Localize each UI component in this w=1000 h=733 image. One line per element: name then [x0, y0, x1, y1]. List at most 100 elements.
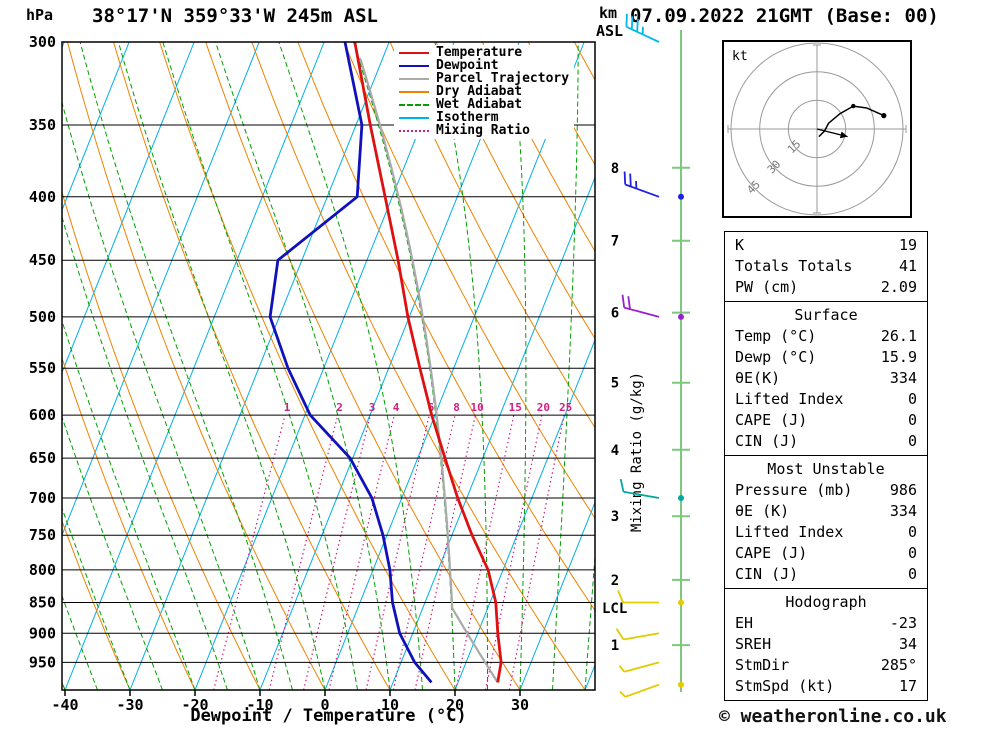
km-tick-label: 6: [611, 306, 619, 322]
metric-value: 19: [898, 236, 917, 254]
metric-value: 17: [898, 677, 917, 695]
svg-text:500: 500: [29, 308, 56, 326]
metric-label: CIN (J): [735, 432, 799, 450]
svg-text:550: 550: [29, 359, 56, 377]
metric-value: 15.9: [880, 348, 917, 366]
metric-row: CIN (J) 0: [725, 564, 927, 585]
pressure-axis-labels: 300 350 400 450 500 550 600 650 700 750 800 850 900 9…: [29, 33, 56, 671]
table-header: Surface: [794, 306, 858, 324]
info-table-surface: Surface Temp (°C) 26.1 Dewp (°C) 15.9 θE(K) 33…: [724, 301, 928, 456]
station-title: 38°17'N 359°33'W 245m ASL: [92, 5, 378, 27]
legend-item-parcel-trajectory: Parcel Trajectory: [399, 72, 569, 85]
svg-text:10: 10: [381, 696, 399, 714]
svg-text:600: 600: [29, 406, 56, 424]
dry-adiabat-line: [615, 33, 700, 690]
metric-label: StmDir: [735, 656, 790, 674]
svg-text:-30: -30: [116, 696, 143, 714]
run-datetime: 07.09.2022 21GMT (Base: 00): [630, 5, 939, 27]
svg-text:400: 400: [29, 188, 56, 206]
copyright: © weatheronline.co.uk: [719, 706, 947, 727]
legend-label: Parcel Trajectory: [436, 71, 570, 86]
svg-text:800: 800: [29, 561, 56, 579]
wet-adiabat-line: [62, 415, 163, 690]
isotherm-line: [454, 338, 595, 690]
metric-label: Lifted Index: [735, 523, 844, 541]
metric-row: EH -23: [725, 613, 927, 634]
metric-label: CAPE (J): [735, 411, 808, 429]
hodograph-ring: [759, 71, 875, 187]
metric-value: 986: [889, 481, 917, 499]
legend-item-dry-adiabat: Dry Adiabat: [399, 85, 569, 98]
metric-label: θE (K): [735, 502, 790, 520]
svg-text:350: 350: [29, 116, 56, 134]
wet-adiabat-line: [552, 42, 579, 690]
km-tick-label: 8: [611, 161, 619, 177]
svg-text:300: 300: [29, 33, 56, 51]
metric-row: StmDir 285°: [725, 655, 927, 676]
dry-adiabat-line: [435, 42, 595, 340]
dry-adiabat-line: [62, 190, 261, 690]
metric-label: EH: [735, 614, 754, 632]
km-tick-label: 1: [611, 638, 619, 654]
metric-value: 0: [907, 523, 917, 541]
svg-text:-10: -10: [246, 696, 273, 714]
info-table-most-unstable: Most Unstable Pressure (mb) 986 θE (K) 334 Li…: [724, 455, 928, 589]
chart-border: [61, 41, 596, 691]
info-table-indices: K 19 Totals Totals 41 PW (cm) 2.09: [724, 231, 928, 302]
pressure-gridlines: [62, 41, 595, 663]
svg-text:25: 25: [559, 401, 572, 414]
mixing-ratio-line: [213, 414, 286, 690]
wind-level-dot: [678, 599, 684, 606]
mixing-ratio-axis-label: Mixing Ratio (g/kg): [629, 372, 645, 532]
svg-text:-40: -40: [51, 696, 78, 714]
metric-row: θE (K) 334: [725, 501, 927, 522]
isotherm-line: [62, 42, 260, 537]
legend-line-sample: [399, 90, 429, 93]
dry-adiabat-line: [62, 356, 196, 690]
wind-barb-staff: [623, 632, 660, 641]
svg-text:10: 10: [470, 401, 483, 414]
hodograph-ring: [730, 42, 904, 216]
metric-row: CAPE (J) 0: [725, 543, 927, 564]
km-tick-label: 7: [611, 234, 619, 250]
legend-line-sample: [399, 116, 429, 119]
svg-text:750: 750: [29, 526, 56, 544]
legend-line-sample: [399, 103, 429, 106]
wind-barb-column: [615, 13, 684, 698]
temperature-axis-ticks: -40 -30 -20 -10 0 10 20 30: [51, 690, 529, 714]
legend-label: Dewpoint: [436, 58, 499, 73]
wet-adiabat-line: [584, 549, 595, 690]
wet-adiabat-line: [353, 42, 456, 690]
metric-label: K: [735, 236, 745, 254]
svg-text:15: 15: [509, 401, 522, 414]
metric-value: 0: [907, 411, 917, 429]
wind-barb-staff: [623, 490, 660, 499]
dry-adiabat-line: [481, 42, 595, 253]
dry-adiabat-line: [113, 42, 391, 690]
legend-label: Temperature: [436, 45, 523, 60]
legend-item-temperature: Temperature: [399, 46, 569, 59]
km-tick-label: 5: [611, 376, 619, 392]
dry-adiabat-line: [297, 42, 595, 612]
metric-label: StmSpd (kt): [735, 677, 835, 695]
wet-adiabat-line: [117, 42, 326, 690]
wind-level-dot: [678, 681, 684, 688]
metric-label: PW (cm): [735, 278, 799, 296]
dry-adiabat-line: [205, 42, 521, 690]
hodograph-ring: [787, 99, 847, 159]
x-axis-label: Dewpoint / Temperature (°C): [190, 706, 467, 726]
svg-text:8: 8: [453, 401, 460, 414]
svg-text:-20: -20: [181, 696, 208, 714]
svg-text:950: 950: [29, 653, 56, 671]
metric-label: SREH: [735, 635, 772, 653]
indices-tables: K 19 Totals Totals 41 PW (cm) 2.09 Surface Temp…: [724, 231, 928, 701]
hodograph-panel: 15 30 45 kt: [722, 40, 912, 222]
pressure-unit-label: hPa: [26, 6, 54, 24]
temperature-curve: [353, 42, 503, 683]
metric-row: Dewp (°C) 15.9: [725, 347, 927, 368]
metric-label: Dewp (°C): [735, 348, 817, 366]
metric-row: Pressure (mb) 986: [725, 480, 927, 501]
parcel-trajectory-curve: [359, 57, 499, 683]
svg-text:30: 30: [511, 696, 529, 714]
